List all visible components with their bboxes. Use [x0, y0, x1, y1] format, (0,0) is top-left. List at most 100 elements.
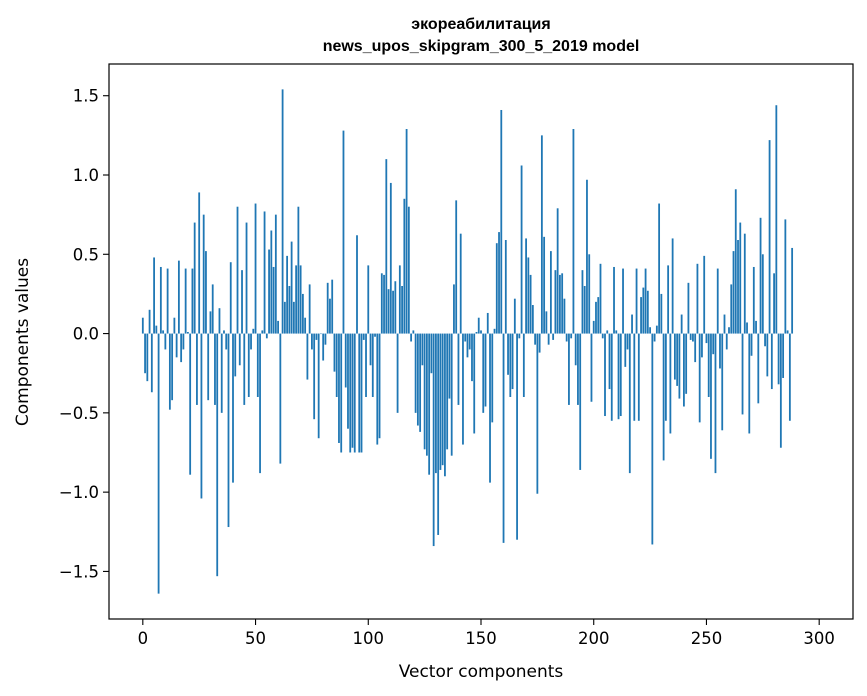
bar-173 [531, 305, 534, 334]
bar-256 [719, 333, 721, 369]
bar-95 [356, 235, 358, 334]
bar-208 [610, 333, 613, 421]
bar-275 [761, 254, 764, 334]
bar-144 [466, 333, 469, 358]
bar-17 [180, 333, 183, 363]
bar-255 [716, 268, 719, 334]
bar-235 [671, 238, 674, 334]
bar-162 [507, 333, 509, 375]
x-axis-label: Vector components [399, 662, 564, 682]
bar-228 [655, 325, 658, 334]
bar-91 [347, 333, 349, 429]
bar-200 [592, 320, 595, 334]
bar-85 [333, 333, 336, 372]
bar-203 [599, 263, 602, 334]
bar-48 [250, 333, 252, 350]
bar-158 [498, 232, 500, 334]
bar-109 [387, 289, 390, 334]
bar-2 [146, 333, 149, 382]
bar-139 [455, 200, 458, 334]
bar-90 [344, 333, 347, 388]
bar-10 [164, 333, 167, 350]
bar-214 [624, 333, 627, 367]
bar-76 [313, 333, 316, 420]
bar-238 [678, 333, 681, 399]
bar-221 [640, 297, 642, 334]
bar-34 [218, 308, 221, 334]
bar-257 [721, 333, 724, 431]
bar-49 [252, 328, 255, 334]
bar-262 [732, 251, 735, 334]
bar-87 [338, 333, 340, 443]
bar-102 [371, 333, 374, 397]
bar-278 [768, 140, 771, 334]
bar-15 [175, 333, 178, 358]
bar-196 [583, 286, 586, 334]
bar-119 [410, 333, 413, 342]
bar-232 [664, 333, 667, 421]
bar-236 [673, 333, 676, 380]
bar-259 [725, 333, 728, 350]
bar-234 [669, 333, 672, 434]
bar-59 [274, 214, 277, 334]
bar-279 [770, 333, 773, 390]
bar-64 [286, 255, 289, 334]
bar-209 [613, 266, 615, 334]
bar-14 [173, 317, 176, 334]
bar-276 [764, 333, 766, 347]
bar-210 [615, 330, 618, 334]
bar-191 [572, 129, 575, 334]
bar-155 [491, 333, 494, 423]
bar-89 [342, 130, 345, 334]
bar-233 [667, 265, 670, 334]
bar-96 [358, 333, 361, 453]
bar-56 [268, 249, 270, 334]
bar-197 [586, 179, 588, 334]
bar-185 [559, 274, 561, 334]
bar-74 [308, 284, 311, 334]
bar-9 [162, 330, 165, 334]
bar-219 [635, 268, 638, 334]
bar-240 [683, 333, 685, 407]
x-tick-label: 100 [353, 629, 385, 648]
bar-39 [229, 262, 232, 334]
bar-271 [752, 266, 755, 334]
bar-86 [335, 333, 338, 397]
bar-217 [631, 314, 633, 334]
bar-167 [518, 333, 521, 339]
bar-202 [597, 297, 600, 334]
bar-178 [543, 236, 546, 334]
bar-136 [448, 333, 451, 399]
bar-182 [552, 333, 555, 340]
bar-31 [211, 284, 214, 334]
bar-170 [525, 238, 527, 334]
bar-36 [223, 330, 225, 334]
bar-225 [649, 327, 651, 334]
bar-26 [200, 333, 203, 499]
bar-190 [570, 333, 573, 339]
bar-213 [622, 268, 624, 334]
bar-84 [331, 279, 334, 334]
bar-30 [209, 311, 212, 334]
bar-4 [150, 333, 153, 393]
bar-130 [435, 333, 437, 474]
bar-138 [453, 284, 455, 334]
bar-224 [646, 290, 649, 334]
bar-222 [642, 287, 645, 334]
chart-title: экореабилитация news_upos_skipgram_300_5… [323, 16, 640, 55]
bar-107 [383, 274, 385, 334]
bar-70 [299, 265, 302, 334]
bar-133 [441, 333, 444, 466]
bar-22 [191, 268, 194, 334]
chart-title-line-1: экореабилитация [411, 16, 550, 33]
bar-287 [788, 333, 791, 421]
bar-50 [254, 203, 257, 334]
bar-149 [477, 317, 480, 334]
bar-288 [791, 247, 794, 334]
bar-21 [189, 333, 192, 475]
bar-199 [590, 333, 593, 402]
bar-0 [141, 317, 144, 334]
bar-198 [588, 254, 591, 334]
bar-125 [423, 333, 426, 450]
